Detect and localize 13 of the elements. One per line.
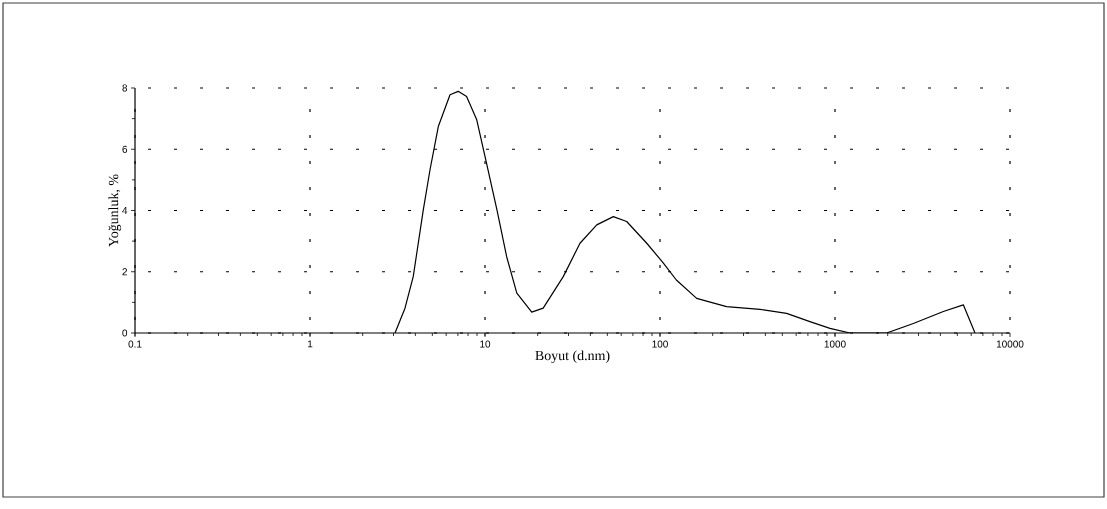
y-tick-label: 4 [122,207,128,214]
y-tick-label: 2 [122,268,127,276]
x-tick-label: 0.1 [128,340,142,348]
y-tick-label: 6 [122,145,128,153]
y-axis-title: Yoğunluk, % [108,174,122,247]
x-tick-label: 1 [308,340,313,348]
y-tick-label: 8 [122,84,128,92]
x-axis-title: Boyut (d.nm) [535,350,610,364]
x-tick-label: 100 [652,340,668,348]
x-tick-label: 10000 [996,340,1024,348]
y-tick-label: 0 [122,329,128,337]
x-tick-label: 10 [480,340,491,348]
x-tick-label: 1000 [824,340,846,348]
